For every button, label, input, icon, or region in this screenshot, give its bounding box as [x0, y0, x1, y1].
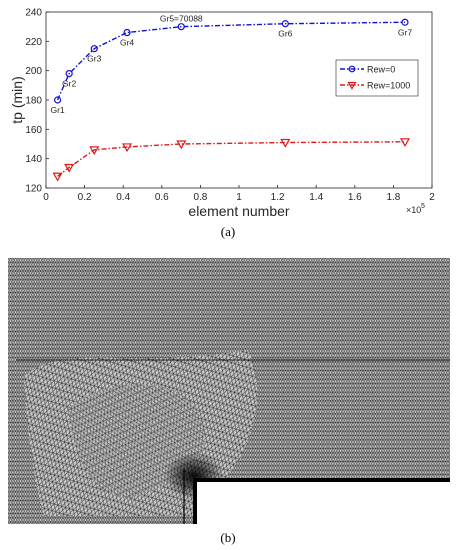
- data-point-0-1: [65, 69, 73, 78]
- x-tick-label: 2: [429, 192, 435, 203]
- y-tick-label: 120: [25, 184, 42, 195]
- x-tick-label: 0.6: [155, 192, 169, 203]
- x-tick-label: 0.2: [78, 192, 92, 203]
- y-tick-label: 140: [25, 154, 42, 165]
- caption-b: (b): [220, 530, 236, 545]
- legend-label-rew1000: Rew=1000: [367, 81, 410, 91]
- y-tick-label: 240: [25, 8, 42, 19]
- data-point-1-5: [280, 138, 291, 148]
- data-point-1-1: [64, 163, 75, 173]
- y-axis-ticks: 120 140 160 180 200 220 240: [25, 8, 49, 195]
- annotation-layer: Gr1 Gr2 Gr3 Gr4 Gr5=70088 Gr6 Gr7: [50, 14, 412, 115]
- x-tick-label: 0.8: [193, 192, 207, 203]
- legend-marker-rew0: [348, 65, 356, 73]
- x-tick-label: 1.2: [271, 192, 285, 203]
- y-tick-label: 160: [25, 125, 42, 136]
- annotation-label: Gr4: [120, 38, 134, 48]
- plot-area: [45, 11, 433, 189]
- x-tick-label: 0.4: [116, 192, 130, 203]
- x-tick-label: 1.6: [348, 192, 362, 203]
- x-tick-label: 0: [43, 192, 49, 203]
- data-point-1-6: [399, 138, 411, 148]
- series-layer: [52, 18, 411, 182]
- data-point-0-2: [90, 45, 98, 53]
- annotation-label: Gr2: [62, 79, 76, 89]
- x-axis-ticks: 0 0.2 0.4 0.6 0.8 1 1.2 1.4 1.6 1.8 2: [43, 185, 435, 203]
- annotation-label: Gr7: [398, 27, 412, 37]
- data-point-1-4: [176, 140, 187, 150]
- data-point-0-5: [281, 20, 289, 28]
- mesh-wall-region: [197, 482, 450, 524]
- caption-a: (a): [220, 224, 236, 239]
- x-tick-label: 1: [236, 192, 242, 203]
- x-axis-exponent-base: ×10: [406, 205, 421, 215]
- x-axis-label: element number: [188, 203, 290, 219]
- legend-label-rew0: Rew=0: [367, 65, 395, 75]
- y-axis-label: tp (min): [9, 76, 25, 123]
- legend-marker-rew1000: [347, 81, 357, 90]
- x-tick-label: 1.4: [309, 192, 323, 203]
- legend-box: [335, 59, 419, 97]
- data-point-1-0: [52, 172, 63, 182]
- series-line-0: [56, 21, 405, 101]
- annotation-label: Gr6: [278, 29, 292, 39]
- convergence-chart: 0 0.2 0.4 0.6 0.8 1 1.2 1.4 1.6 1.8 2 120 140 160 180…: [9, 8, 435, 220]
- data-point-1-3: [122, 143, 133, 153]
- x-axis-exponent-power: 5: [421, 203, 425, 210]
- data-point-0-0: [53, 96, 62, 104]
- data-point-0-4: [177, 23, 185, 31]
- series-line-1: [57, 141, 405, 177]
- y-tick-label: 220: [25, 37, 42, 48]
- annotation-label: Gr1: [50, 105, 64, 115]
- data-point-0-3: [123, 28, 131, 37]
- mesh-figure: [8, 258, 450, 524]
- y-tick-label: 180: [25, 96, 42, 107]
- annotation-label: Gr3: [87, 54, 101, 64]
- x-tick-label: 1.8: [386, 192, 400, 203]
- data-point-1-2: [89, 146, 100, 156]
- y-tick-label: 200: [25, 66, 42, 77]
- annotation-label: Gr5=70088: [160, 14, 203, 24]
- legend: Rew=0 Rew=1000: [335, 59, 419, 97]
- data-point-0-6: [401, 18, 409, 26]
